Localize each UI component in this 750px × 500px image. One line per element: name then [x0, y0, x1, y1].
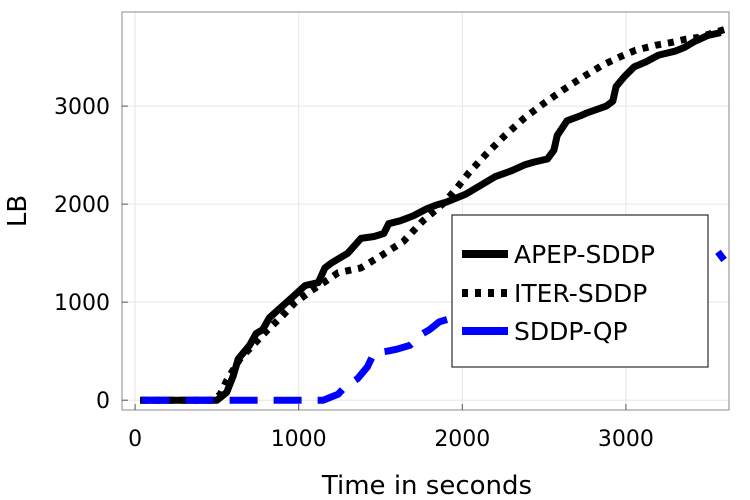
legend-label-iter-sddp: ITER-SDDP: [514, 279, 647, 308]
y-tick-label: 1000: [54, 291, 110, 316]
series-line-iter-sddp: [141, 26, 726, 404]
x-tick-label: 3000: [598, 427, 654, 452]
y-tick-label: 3000: [54, 95, 110, 120]
legend-label-sddp-qp: SDDP-QP: [514, 317, 628, 346]
legend-box: [451, 214, 709, 368]
plot-frame: [121, 11, 730, 411]
y-tick-label: 2000: [54, 193, 110, 218]
x-axis-label: Time in seconds: [321, 471, 532, 500]
series-line-apep-sddp: [140, 29, 722, 404]
x-tick-label: 1000: [271, 427, 327, 452]
series-layer: [140, 26, 727, 404]
y-tick-label: 0: [96, 389, 110, 414]
x-axis-ticks: 0 1000 2000 3000: [128, 404, 654, 452]
legend-label-apep-sddp: APEP-SDDP: [514, 240, 655, 269]
x-tick-label: 0: [128, 427, 142, 452]
series-line-sddp-qp: [141, 247, 727, 404]
x-tick-label: 2000: [434, 427, 490, 452]
y-axis-label: LB: [3, 195, 33, 227]
y-axis-ticks: 0 1000 2000 3000: [54, 95, 128, 414]
legend: APEP-SDDP ITER-SDDP SDDP-QP: [451, 214, 709, 368]
